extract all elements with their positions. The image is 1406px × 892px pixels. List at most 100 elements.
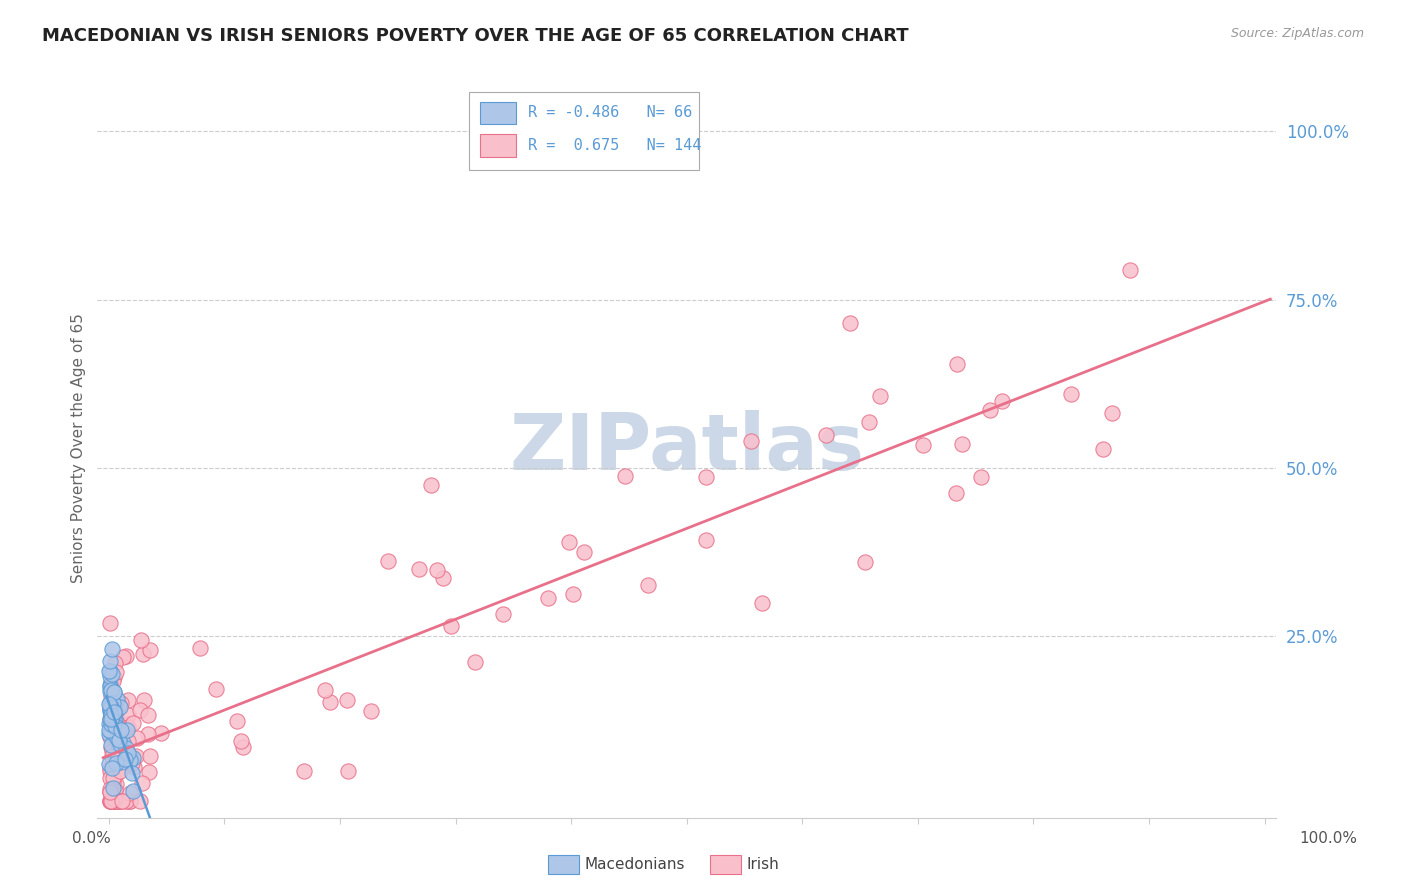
Point [100,707,122,722]
Text: R =  0.675   N= 144: R = 0.675 N= 144 [527,138,702,153]
Point [104,698,127,712]
Point [103,794,125,808]
Point [103,713,125,727]
Point [129,703,152,717]
Point [558,534,581,549]
Point [122,749,145,764]
Point [815,428,838,442]
Point [115,649,138,664]
Point [314,683,336,698]
Point [751,596,773,610]
Point [117,708,139,723]
Point [104,794,127,808]
Point [98,794,121,808]
Point [104,721,127,735]
Text: MACEDONIAN VS IRISH SENIORS POVERTY OVER THE AGE OF 65 CORRELATION CHART: MACEDONIAN VS IRISH SENIORS POVERTY OVER… [42,27,908,45]
Point [1091,442,1114,457]
Point [108,747,131,761]
Point [419,477,441,491]
Point [100,731,122,745]
Point [100,794,122,808]
Point [110,794,132,808]
Point [104,783,127,797]
Point [408,562,430,576]
Point [108,760,131,774]
Point [101,642,124,657]
Point [120,786,142,800]
Point [100,794,122,808]
Point [122,783,145,797]
Point [103,685,125,699]
Bar [481,135,516,157]
Point [105,665,128,680]
Point [132,693,155,707]
Point [103,714,125,729]
Point [114,736,136,750]
Point [98,696,121,710]
Point [912,437,935,451]
Point [98,654,121,668]
Text: Source: ZipAtlas.com: Source: ZipAtlas.com [1230,27,1364,40]
Point [139,749,162,764]
Point [561,587,583,601]
Point [122,760,145,774]
Point [98,794,121,808]
Point [110,738,132,752]
Point [337,764,360,778]
Point [115,723,138,738]
Point [98,712,121,726]
Point [104,712,127,726]
Point [740,434,762,449]
Point [98,615,121,630]
Point [101,700,124,714]
Point [110,696,132,710]
Point [121,765,143,780]
Point [858,415,880,429]
Point [360,704,382,718]
Point [105,739,128,753]
Point [98,764,121,778]
Point [100,739,122,754]
Point [103,749,125,764]
Point [107,738,129,752]
Point [150,725,173,739]
Point [101,761,124,775]
Point [432,571,454,585]
Point [108,764,131,778]
Point [101,666,124,681]
Point [103,760,125,774]
Point [111,794,134,808]
Point [117,693,139,707]
Point [100,717,122,731]
Point [98,785,121,799]
Point [98,683,121,698]
Point [945,485,967,500]
Point [100,701,122,715]
Point [138,643,160,657]
Point [115,794,138,808]
Point [572,545,595,559]
Point [129,794,152,808]
Point [105,731,128,746]
Point [122,715,145,730]
Point [100,718,122,732]
Point [122,750,145,764]
Point [853,555,876,569]
Point [98,726,121,740]
Point [117,747,139,761]
Point [131,776,153,790]
Point [440,618,463,632]
Point [426,563,449,577]
Bar [481,102,516,124]
Point [98,664,121,678]
Point [103,705,125,719]
Text: R = -0.486   N= 66: R = -0.486 N= 66 [527,105,692,120]
Point [111,736,134,750]
Point [104,692,127,706]
Point [190,641,212,656]
Point [117,734,139,748]
Point [111,649,134,664]
Point [98,771,121,785]
Point [464,655,486,669]
Point [319,695,342,709]
